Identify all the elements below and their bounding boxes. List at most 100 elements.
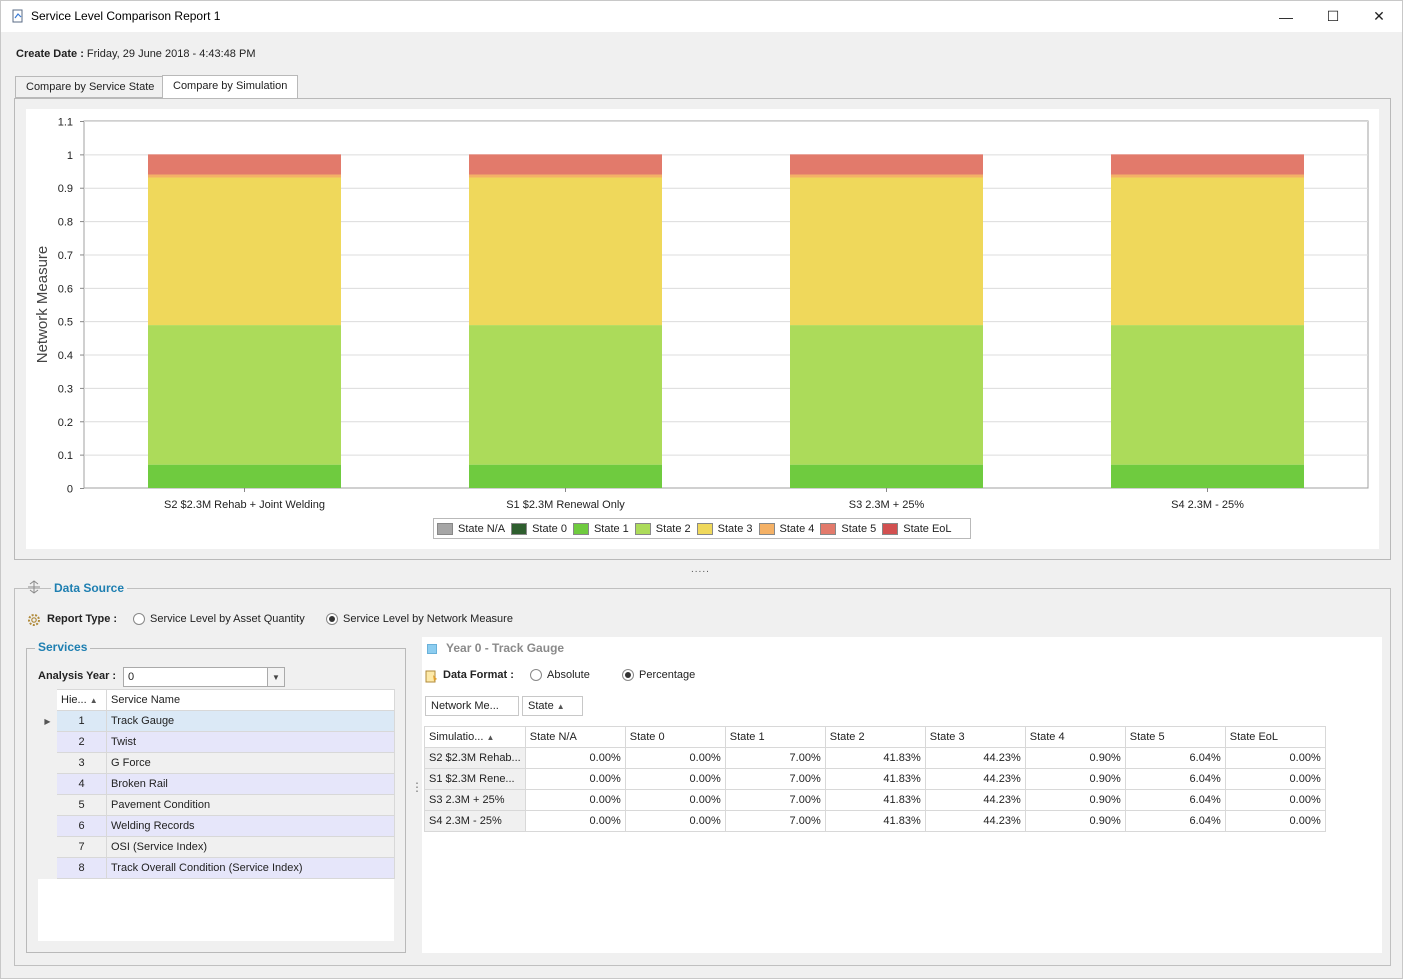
percentage-cell: 0.90% xyxy=(1024,747,1126,769)
table-row[interactable]: 6 Welding Records xyxy=(38,815,395,837)
bar-segment xyxy=(469,177,662,326)
y-tick-label: 1 xyxy=(67,150,73,162)
column-header-label: Hie... xyxy=(61,694,87,706)
percentage-cell: 6.04% xyxy=(1124,810,1226,832)
y-tick-label: 0.5 xyxy=(58,317,73,329)
percentage-cell: 0.90% xyxy=(1024,789,1126,811)
percentage-cell: 0.00% xyxy=(1224,810,1326,832)
percentage-cell: 0.00% xyxy=(624,789,726,811)
radio-percentage-label: Percentage xyxy=(639,669,696,681)
radio-percentage[interactable]: Percentage xyxy=(622,669,695,681)
legend-item: State 2 xyxy=(634,522,691,535)
column-header[interactable]: State 0 xyxy=(624,726,726,748)
simulation-cell: S4 2.3M - 25% xyxy=(424,810,526,832)
table-row[interactable]: ▶ 1 Track Gauge xyxy=(38,710,395,732)
services-group xyxy=(26,648,406,953)
analysis-year-combo[interactable]: 0 ▼ xyxy=(123,667,285,687)
column-header[interactable]: State 2 xyxy=(824,726,926,748)
minimize-icon: — xyxy=(1279,8,1293,25)
percentage-cell: 0.00% xyxy=(1224,747,1326,769)
percentage-cell: 6.04% xyxy=(1124,768,1226,790)
service-name-cell: G Force xyxy=(106,752,395,774)
bar-segment xyxy=(1111,174,1304,178)
percentage-cell: 44.23% xyxy=(924,789,1026,811)
data-source-group xyxy=(14,588,1391,966)
y-tick-label: 0.4 xyxy=(58,350,73,362)
data-format-icon xyxy=(425,670,437,683)
table-row[interactable]: S2 $2.3M Rehab... 0.00% 0.00% 7.00% 41.83% 44… xyxy=(424,747,1326,769)
analysis-year-value: 0 xyxy=(128,671,135,683)
sort-ascending-icon: ▲ xyxy=(89,696,98,705)
column-header[interactable]: State 3 xyxy=(924,726,1026,748)
radio-checked-icon xyxy=(622,669,634,681)
y-tick-label: 0.9 xyxy=(58,183,73,195)
table-row[interactable]: 5 Pavement Condition xyxy=(38,794,395,816)
table-row[interactable]: 8 Track Overall Condition (Service Index) xyxy=(38,857,395,879)
row-indicator xyxy=(38,773,57,795)
report-type-label: Report Type : xyxy=(47,613,118,625)
collapse-icon[interactable] xyxy=(27,580,41,594)
simulation-cell: S3 2.3M + 25% xyxy=(424,789,526,811)
legend-label: State 2 xyxy=(655,522,691,535)
close-button[interactable]: ✕ xyxy=(1356,1,1402,32)
group-pill-network-measure[interactable]: Network Me... xyxy=(425,696,519,716)
radio-unchecked-icon xyxy=(133,613,145,625)
legend-swatch xyxy=(511,522,528,535)
minimize-button[interactable]: — xyxy=(1263,1,1309,32)
simulation-cell: S2 $2.3M Rehab... xyxy=(424,747,526,769)
radio-network-measure[interactable]: Service Level by Network Measure xyxy=(326,613,513,625)
percentage-cell: 7.00% xyxy=(724,810,826,832)
legend-item: State EoL xyxy=(882,522,952,535)
radio-asset-quantity[interactable]: Service Level by Asset Quantity xyxy=(133,613,305,625)
table-row[interactable]: S1 $2.3M Rene... 0.00% 0.00% 7.00% 41.83% 44.… xyxy=(424,768,1326,790)
row-pointer-icon: ▶ xyxy=(38,710,57,732)
column-header[interactable]: State 4 xyxy=(1024,726,1126,748)
legend-label: State 3 xyxy=(717,522,753,535)
simulation-cell: S1 $2.3M Rene... xyxy=(424,768,526,790)
column-header[interactable]: State EoL xyxy=(1224,726,1326,748)
table-row[interactable]: 4 Broken Rail xyxy=(38,773,395,795)
legend-swatch xyxy=(572,522,589,535)
tab-compare-by-service-state[interactable]: Compare by Service State xyxy=(15,76,166,98)
percentage-cell: 44.23% xyxy=(924,768,1026,790)
percentage-cell: 0.00% xyxy=(1224,789,1326,811)
x-tick-label: S3 2.3M + 25% xyxy=(849,499,925,511)
maximize-button[interactable]: ☐ xyxy=(1310,1,1356,32)
chevron-down-icon[interactable]: ▼ xyxy=(267,668,284,686)
drag-handle-icon[interactable]: ⋮ xyxy=(411,780,423,794)
bar-segment xyxy=(1111,325,1304,465)
percentage-cell: 0.00% xyxy=(1224,768,1326,790)
row-indicator xyxy=(38,836,57,858)
service-name-cell: Pavement Condition xyxy=(106,794,395,816)
column-header[interactable]: Simulatio... ▲ xyxy=(424,726,526,748)
service-name-cell: Track Overall Condition (Service Index) xyxy=(106,857,395,879)
x-tick-label: S2 $2.3M Rehab + Joint Welding xyxy=(164,499,325,511)
service-id-cell: 3 xyxy=(56,752,107,774)
table-row[interactable]: S4 2.3M - 25% 0.00% 0.00% 7.00% 41.83% 44.23%… xyxy=(424,810,1326,832)
table-row[interactable]: S3 2.3M + 25% 0.00% 0.00% 7.00% 41.83% 44.23%… xyxy=(424,789,1326,811)
column-header[interactable]: State N/A xyxy=(524,726,626,748)
service-name-cell: Twist xyxy=(106,731,395,753)
bar-segment xyxy=(1111,154,1304,175)
percentage-cell: 7.00% xyxy=(724,768,826,790)
table-row[interactable]: 2 Twist xyxy=(38,731,395,753)
group-pill-state[interactable]: State ▲ xyxy=(522,696,583,716)
gear-icon xyxy=(28,614,40,626)
legend-swatch xyxy=(634,522,651,535)
percentage-cell: 0.00% xyxy=(524,810,626,832)
column-header[interactable]: State 1 xyxy=(724,726,826,748)
radio-unchecked-icon xyxy=(530,669,542,681)
group-pill-state-label: State xyxy=(528,700,554,712)
stacked-bar-chart: 0 0.1 0.2 0.3 0.4 0.5 0.6 0.7 0.8 0.9 1 1.1 Network … xyxy=(34,117,1369,511)
radio-absolute[interactable]: Absolute xyxy=(530,669,590,681)
column-header[interactable]: State 5 xyxy=(1124,726,1226,748)
detail-title: Year 0 - Track Gauge xyxy=(446,641,565,655)
column-header-service-name[interactable]: Service Name xyxy=(106,689,395,711)
create-date-label: Create Date : xyxy=(16,48,84,60)
panel-splitter[interactable]: ..... xyxy=(691,564,710,575)
legend-item: State N/A xyxy=(437,522,505,535)
table-row[interactable]: 7 OSI (Service Index) xyxy=(38,836,395,858)
close-icon: ✕ xyxy=(1373,8,1385,24)
column-header-hierarchy[interactable]: Hie... ▲ xyxy=(56,689,107,711)
